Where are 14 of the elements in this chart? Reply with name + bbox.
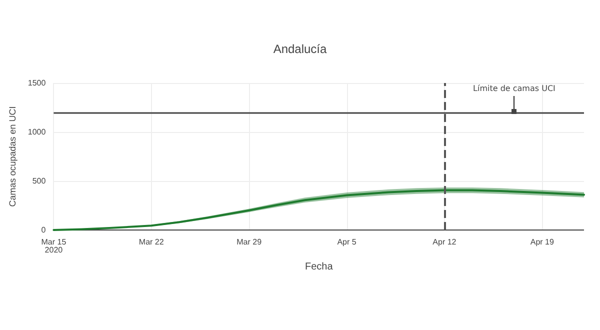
x-tick-label: Apr 19 [530,238,554,246]
x-tick-label: Mar 22 [138,238,164,246]
y-tick-label: 1000 [28,128,46,136]
x-tick-label: Apr 12 [432,238,457,246]
annotation: Límite de camas UCI [473,84,556,94]
y-axis-title: Camas ocupadas en UCI [8,106,18,207]
y-tick-label: 1500 [28,78,46,88]
chart-title: Andalucía [273,42,328,56]
x-axis-title: Fecha [304,262,334,272]
y-tick-label: 500 [32,176,46,186]
y-tick-label: 0 [41,226,46,234]
x-tick-label: Apr 5 [337,238,357,246]
x-tick-label: Mar 29 [236,238,262,246]
x-tick-label: Mar 15 2020 [41,238,67,254]
